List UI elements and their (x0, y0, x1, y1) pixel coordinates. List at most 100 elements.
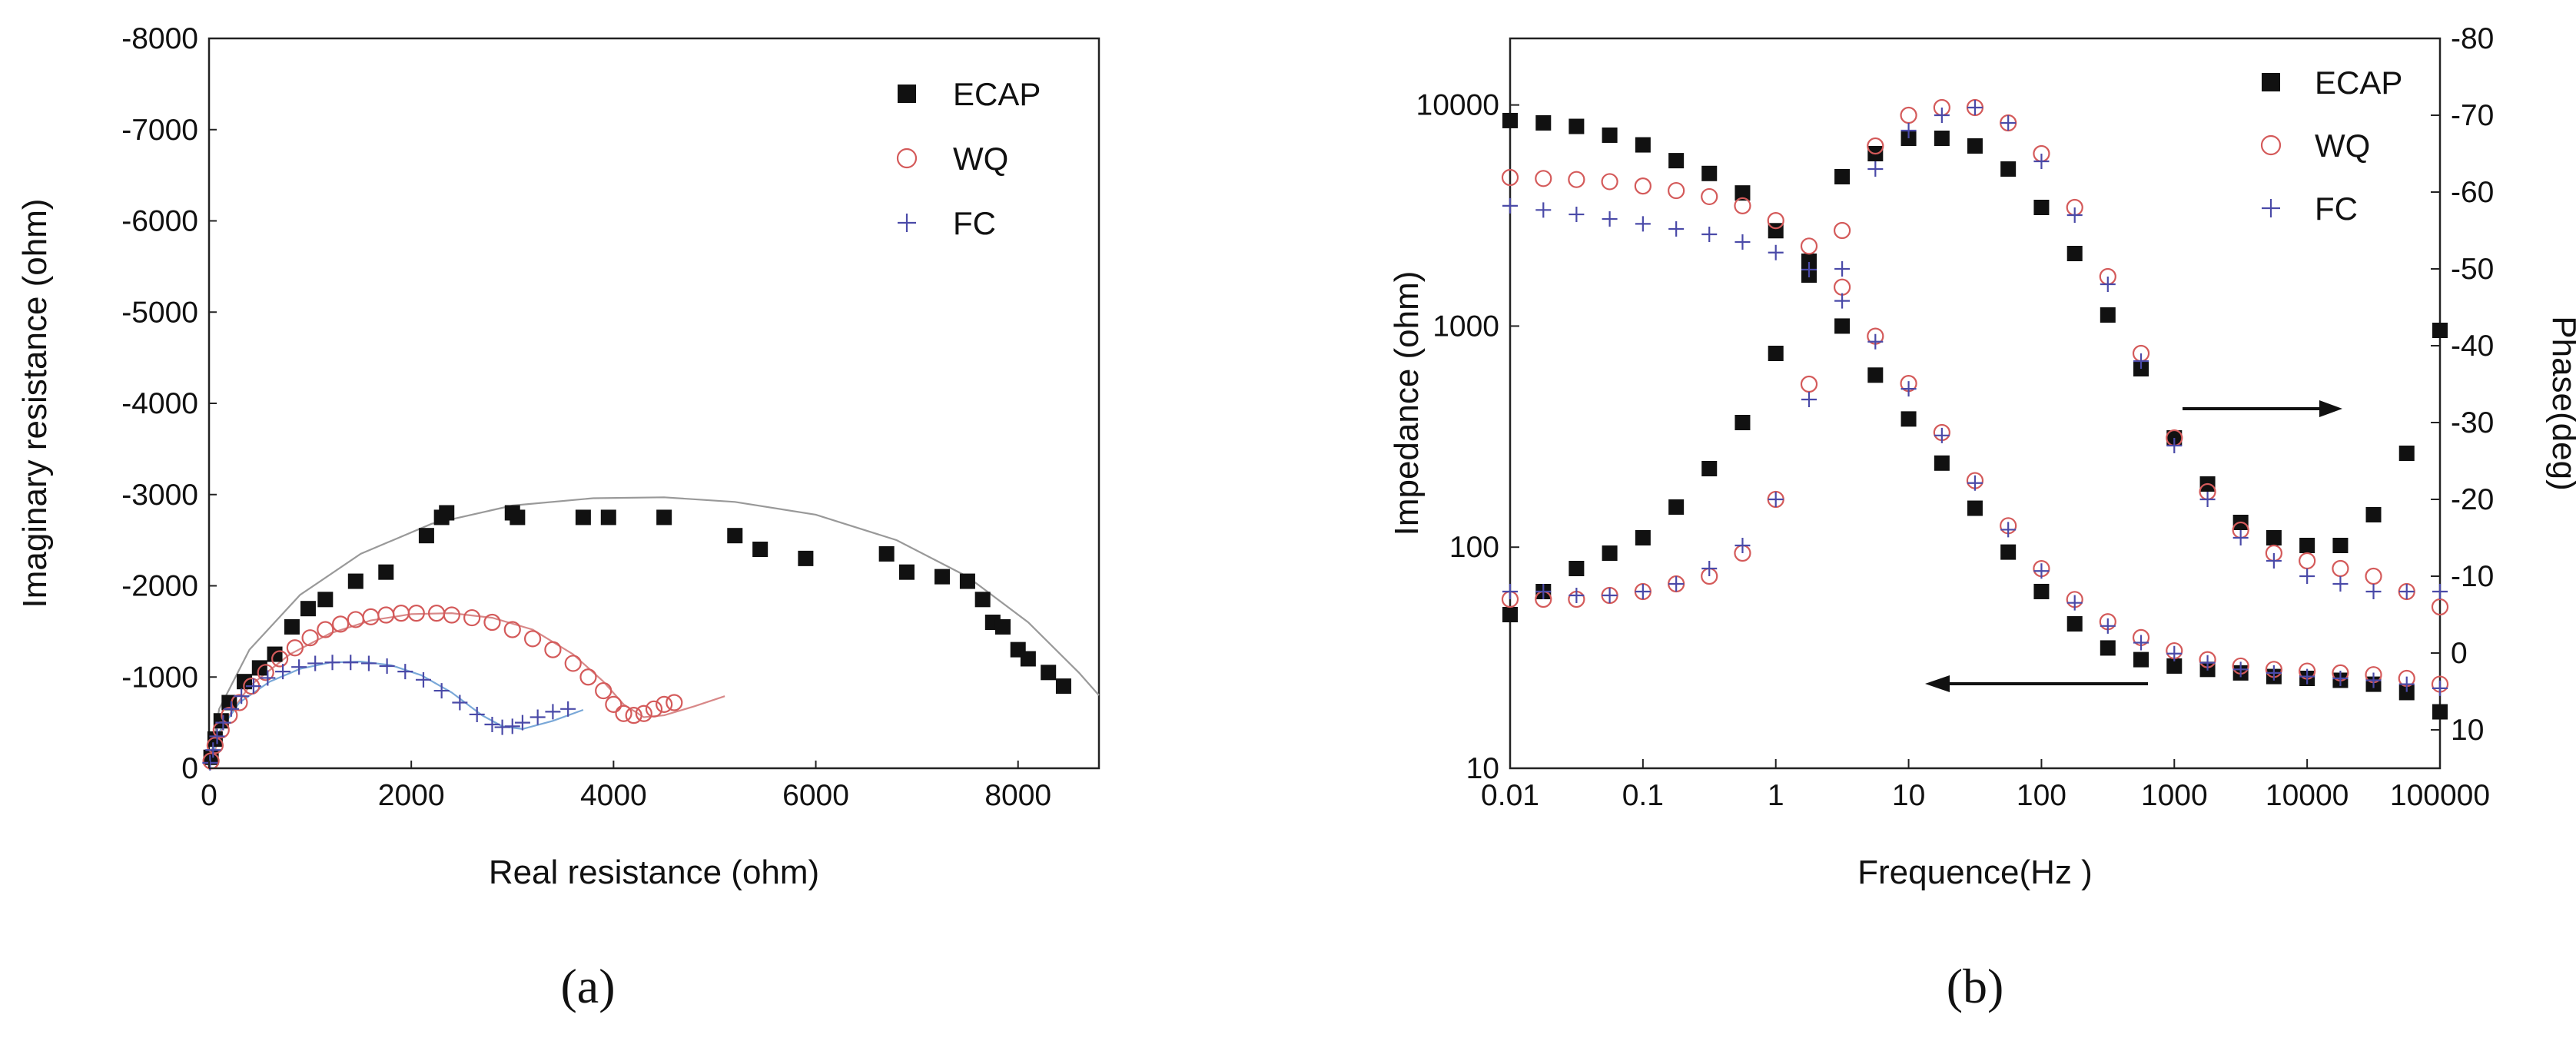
chart-b-impedance-point-fc (2332, 671, 2349, 687)
chart-b-phase-point-fc (2266, 553, 2282, 569)
chart-b-impedance-point-ecap (1701, 165, 1718, 181)
chart-b-legend-label-fc: FC (2315, 191, 2358, 227)
chart-a-point-wq (377, 606, 395, 624)
chart-a-point-fc (223, 701, 239, 717)
chart-a-x-tick-label: 4000 (580, 779, 647, 812)
chart-a-point-wq (615, 704, 632, 722)
chart-b-impedance-point-fc (1867, 333, 1884, 350)
chart-b-impedance-point-ecap (2100, 640, 2116, 656)
chart-a-point-wq (257, 664, 274, 681)
chart-b-impedance-point-wq (1800, 237, 1818, 255)
chart-b-phase-point-wq (2299, 552, 2316, 570)
chart-b-impedance-point-ecap (2432, 704, 2448, 720)
chart-b-impedance-point-ecap (2066, 616, 2083, 632)
chart-b-impedance-point-ecap (1602, 127, 1618, 143)
chart-a-point-ecap (317, 592, 334, 608)
chart-b-impedance-point-wq (1501, 168, 1519, 187)
chart-a-y-tick-label: -7000 (121, 114, 198, 147)
chart-b-phase-point-fc (2432, 584, 2448, 599)
chart-b-impedance-point-fc (1834, 293, 1851, 309)
chart-b-phase-point-fc (1967, 100, 1983, 115)
chart-a-x-tick-label: 0 (201, 779, 217, 812)
chart-b-impedance-point-wq (1833, 278, 1851, 296)
chart-a-x-tick-label: 2000 (378, 779, 445, 812)
chart-b-impedance-point-ecap (1535, 114, 1552, 131)
chart-a-point-fc (433, 683, 450, 699)
chart-a-point-ecap (510, 509, 526, 525)
chart-b-points (1501, 98, 2449, 720)
chart-b-panel-label: (b) (1947, 959, 2004, 1013)
chart-a-point-wq (503, 621, 521, 638)
chart-b-impedance-point-fc (2100, 618, 2116, 634)
chart-a-point-wq (206, 737, 224, 754)
chart-b-impedance-point-fc (2033, 563, 2050, 579)
chart-a-point-wq (392, 605, 410, 622)
chart-b-impedance-point-fc (2133, 635, 2149, 651)
chart-b-impedance-point-fc (1502, 197, 1518, 214)
chart-b-phase-point-fc (2365, 584, 2382, 599)
chart-b-left-y-tick-label: 10000 (1416, 89, 1499, 122)
chart-b-impedance-point-ecap (1569, 118, 1585, 134)
chart-b: 0.01 0.1 1 10 100 1000 10000 100000 10100100010… (1388, 22, 2576, 1013)
chart-b-arrow-right (2183, 400, 2342, 417)
chart-a-legend-label-ecap: ECAP (953, 76, 1041, 112)
chart-a-point-ecap (207, 731, 223, 747)
chart-a-point-ecap (898, 564, 915, 580)
chart-b-phase-point-fc (2000, 115, 2017, 131)
chart-b-right-y-tick-label: -70 (2451, 99, 2494, 132)
chart-b-impedance-point-fc (2066, 595, 2083, 611)
chart-b-phase-point-ecap (1569, 561, 1585, 576)
chart-b-right-y-tick-label: -50 (2451, 253, 2494, 286)
chart-a-point-fc (504, 718, 520, 734)
chart-b-phase-point-fc (2232, 530, 2249, 545)
chart-a-x-tick-label: 8000 (984, 779, 1051, 812)
chart-a-y-tick-label: -2000 (121, 570, 198, 603)
chart-b-impedance-point-fc (2398, 676, 2415, 692)
chart-a-point-fc (307, 655, 324, 671)
chart-b-impedance-point-fc (1668, 220, 1685, 237)
chart-a-point-wq (483, 613, 501, 632)
chart-a-point-wq (317, 621, 334, 638)
chart-b-x-tick-label: 10 (1892, 779, 1925, 812)
chart-a-legend-marker-wq (896, 148, 918, 169)
chart-b-impedance-point-ecap (1867, 367, 1884, 383)
chart-b-impedance-point-fc (1734, 234, 1751, 250)
chart-a-point-fc (560, 701, 576, 717)
chart-a-point-ecap (1041, 665, 1057, 681)
chart-b-right-y-tick-label: -80 (2451, 22, 2494, 55)
chart-b-phase-point-fc (1668, 576, 1685, 592)
chart-a-y-ticks: 0 -1000 -2000 -3000 -4000 -5000 -6000 -7000 -800… (121, 22, 217, 785)
chart-a-point-wq (595, 681, 612, 700)
chart-b-arrow-left (1925, 675, 2148, 692)
chart-a-point-wq (362, 608, 380, 625)
chart-a-point-fc (484, 717, 500, 732)
chart-b-phase-point-fc (2066, 207, 2083, 223)
chart-a-point-fc (343, 655, 359, 671)
chart-b-right-y-axis-title: Phase(deg) (2545, 316, 2576, 490)
chart-b-phase-point-ecap (1502, 607, 1518, 622)
chart-a-point-ecap (213, 713, 229, 729)
chart-b-phase-point-ecap (1635, 530, 1651, 545)
chart-a-point-ecap (974, 592, 991, 608)
chart-b-phase-point-fc (1834, 261, 1851, 277)
chart-b-impedance-point-fc (2266, 665, 2282, 681)
chart-b-impedance-point-fc (2365, 672, 2382, 688)
chart-b-phase-point-ecap (2299, 538, 2315, 553)
chart-b-phase-point-ecap (1768, 346, 1784, 361)
chart-a-point-ecap (1020, 651, 1036, 667)
chart-a-point-ecap (727, 528, 743, 544)
chart-a-point-ecap (418, 528, 434, 544)
chart-a-point-fc (397, 664, 413, 680)
chart-b-impedance-point-ecap (2133, 651, 2149, 668)
chart-a-point-wq (564, 655, 582, 672)
chart-a-point-wq (635, 704, 652, 722)
chart-b-right-y-tick-label: 10 (2451, 714, 2484, 747)
chart-b-left-y-axis-title: Impedance (ohm) (1388, 271, 1426, 536)
chart-a-point-wq (605, 695, 622, 713)
chart-a-point-ecap (600, 509, 616, 525)
chart-a-point-fc (209, 728, 225, 744)
chart-b-right-y-tick-label: -20 (2451, 483, 2494, 516)
chart-a-point-fc (291, 659, 307, 675)
chart-b-impedance-point-wq (1535, 170, 1552, 187)
chart-b-right-y-ticks: 10 0 -10 -20 -30 -40 -50 -60 -70 -80 (2431, 22, 2494, 747)
